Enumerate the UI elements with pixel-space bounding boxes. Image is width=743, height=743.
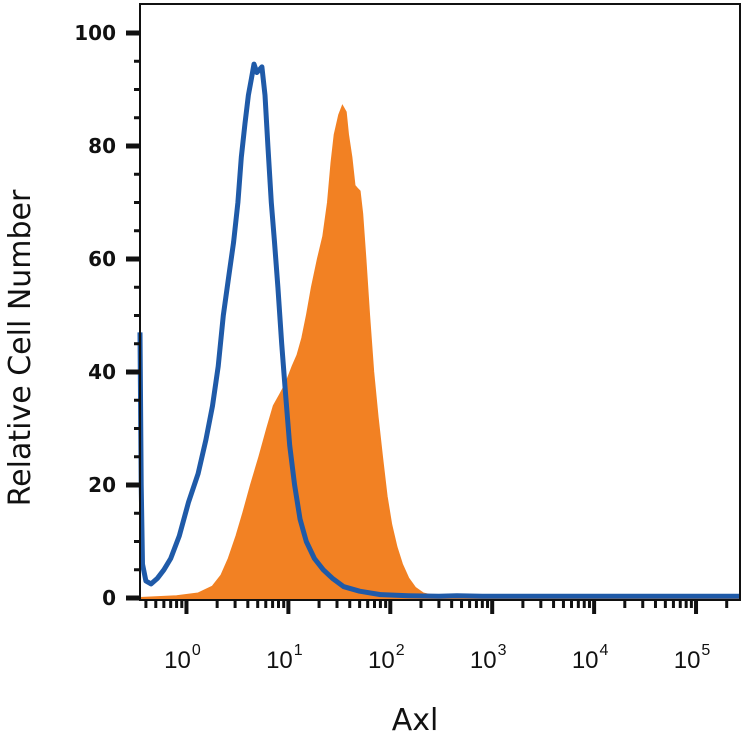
y-tick-label: 20 (88, 473, 116, 497)
axes: 0 20 40 60 80 100 100 101 102 103 104 105 (74, 3, 741, 674)
y-tick-label: 80 (88, 134, 116, 158)
x-tick-label: 104 (572, 642, 609, 674)
series-outline-histogram (137, 61, 740, 599)
plot-area (137, 61, 741, 599)
y-tick-label: 60 (88, 247, 116, 271)
x-tick-label: 103 (470, 642, 507, 674)
x-tick-label: 102 (368, 642, 405, 674)
y-tick-label: 40 (88, 360, 116, 384)
x-tick-label: 101 (266, 642, 303, 674)
x-tick-label: 105 (674, 642, 711, 674)
x-axis-title: Axl (392, 703, 439, 738)
y-tick-label: 100 (74, 21, 116, 45)
y-tick-label: 0 (102, 586, 116, 610)
y-axis-title: Relative Cell Number (3, 189, 38, 506)
series-filled-histogram (139, 104, 741, 599)
plot-frame (139, 3, 741, 601)
x-tick-label: 100 (164, 642, 201, 674)
